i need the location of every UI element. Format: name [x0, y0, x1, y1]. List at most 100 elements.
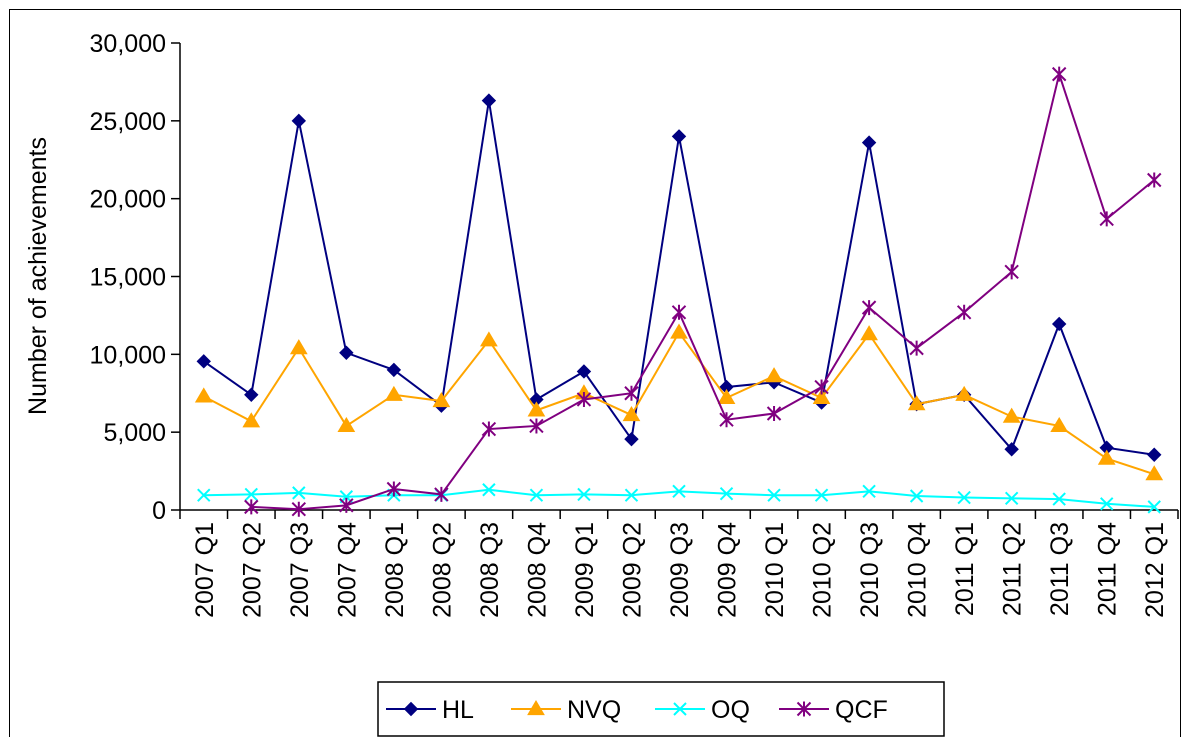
y-tick-label: 10,000 [90, 341, 166, 369]
data-point-qcf [624, 385, 639, 401]
data-point-nvq [242, 412, 261, 428]
data-point-nvq [527, 401, 546, 417]
series-qcf [244, 66, 1162, 517]
y-tick-label: 5,000 [103, 419, 166, 447]
data-point-hl [244, 387, 259, 403]
data-point-oq [244, 487, 258, 502]
data-point-nvq [1097, 449, 1116, 465]
x-tick-label: 2007 Q1 [191, 522, 219, 618]
data-point-qcf [291, 501, 307, 517]
y-tick-label: 20,000 [90, 186, 166, 214]
data-point-qcf [481, 421, 497, 437]
x-tick-label: 2008 Q4 [523, 522, 551, 618]
data-point-oq [957, 490, 971, 505]
data-point-oq [292, 486, 306, 500]
data-point-oq [577, 487, 591, 502]
y-axis-title-group: Number of achievements [24, 137, 52, 415]
x-tick-label: 2010 Q1 [761, 522, 789, 618]
data-point-hl [339, 345, 354, 360]
series-group [194, 66, 1164, 517]
series-nvq [194, 323, 1164, 481]
x-tick-label: 2012 Q1 [1141, 522, 1169, 618]
legend-label: NVQ [567, 696, 621, 724]
x-tick-label: 2011 Q3 [1046, 522, 1074, 616]
data-point-oq [1147, 500, 1161, 514]
data-point-hl [386, 362, 402, 378]
legend-label: OQ [711, 696, 750, 724]
legend-marker [796, 701, 812, 717]
data-point-oq [862, 484, 876, 499]
data-point-oq [719, 486, 734, 501]
data-point-hl [576, 364, 592, 379]
x-tick-label: 2011 Q2 [999, 522, 1027, 616]
x-tick-label: 2009 Q1 [571, 522, 599, 618]
data-point-nvq [384, 385, 403, 401]
data-point-oq [482, 483, 496, 497]
data-point-nvq [670, 323, 688, 339]
data-point-hl [624, 431, 639, 447]
data-point-hl [196, 354, 211, 369]
data-point-nvq [337, 416, 356, 433]
x-tick-label: 2010 Q3 [856, 522, 884, 618]
data-point-oq [1004, 491, 1019, 506]
data-point-oq [767, 488, 781, 502]
series-line-qcf [251, 70, 1155, 511]
legend-label: QCF [835, 696, 888, 724]
x-tick-label: 2010 Q4 [904, 522, 932, 618]
data-point-qcf [814, 379, 829, 395]
data-point-qcf [766, 405, 782, 421]
x-tick-label: 2007 Q3 [286, 522, 314, 618]
data-point-qcf [1004, 264, 1019, 280]
x-tick-label: 2008 Q3 [476, 522, 504, 618]
x-tick-label: 2008 Q2 [428, 522, 456, 618]
y-axis-ticks: 0 5,000 10,000 15,000 20,000 25,000 30,000 [90, 30, 180, 525]
data-point-hl [1147, 447, 1162, 462]
data-point-qcf [861, 300, 877, 316]
data-point-hl [1051, 316, 1067, 332]
x-tick-label: 2009 Q3 [666, 522, 694, 618]
data-point-nvq [717, 388, 736, 405]
legend-entry-nvq: NVQ [511, 696, 621, 724]
data-point-nvq [1002, 407, 1021, 423]
data-point-hl [1004, 442, 1019, 457]
legend-entry-hl: HL [386, 696, 474, 724]
data-point-qcf [1099, 211, 1114, 227]
legend-marker [403, 701, 419, 717]
data-point-nvq [907, 395, 926, 411]
y-tick-label: 30,000 [90, 30, 166, 58]
data-point-qcf [1147, 172, 1162, 188]
data-point-oq [529, 488, 544, 502]
x-tick-label: 2007 Q2 [238, 522, 266, 618]
data-point-hl [671, 129, 687, 144]
data-point-nvq [812, 388, 831, 405]
data-point-nvq [622, 406, 641, 422]
legend-entry-oq: OQ [655, 696, 750, 724]
data-point-oq [1100, 497, 1114, 511]
data-point-oq [909, 489, 924, 503]
data-point-hl [861, 135, 877, 150]
y-tick-label: 0 [152, 497, 166, 525]
data-point-qcf [576, 391, 592, 407]
data-point-nvq [955, 385, 974, 401]
data-point-nvq [432, 392, 451, 408]
data-point-qcf [956, 304, 972, 320]
data-point-qcf [244, 499, 259, 515]
x-tick-label: 2011 Q4 [1094, 522, 1122, 616]
legend-entry-qcf: QCF [779, 696, 888, 724]
x-tick-label: 2007 Q4 [333, 522, 361, 618]
data-point-oq [1052, 492, 1066, 506]
series-hl [196, 93, 1162, 462]
data-point-nvq [480, 331, 498, 347]
legend-marker [673, 702, 687, 716]
x-tick-label: 2009 Q2 [618, 522, 646, 618]
data-point-nvq [194, 387, 213, 403]
x-tick-label: 2011 Q1 [951, 522, 979, 616]
legend-marker [527, 700, 545, 716]
x-tick-label: 2009 Q4 [714, 522, 742, 618]
y-tick-label: 25,000 [90, 108, 166, 136]
data-point-qcf [386, 481, 402, 497]
data-point-hl [481, 93, 497, 108]
data-point-nvq [1050, 416, 1069, 433]
x-axis-ticks: 2007 Q1 2007 Q2 2007 Q3 2007 Q4 2008 Q1 2008 … [179, 510, 1179, 618]
